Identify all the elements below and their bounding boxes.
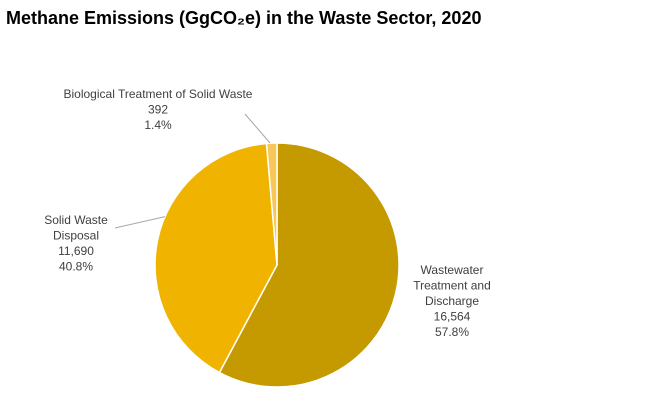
leader-line [244, 113, 271, 144]
slice-category-label: Wastewater [421, 263, 484, 277]
chart-title: Methane Emissions (GgCO₂e) in the Waste … [6, 8, 482, 28]
slice-value-label: 392 [148, 103, 168, 117]
slice-category-label: Disposal [53, 229, 99, 243]
slice-category-label: Biological Treatment of Solid Waste [64, 87, 253, 101]
leader-line [114, 216, 166, 229]
pie-slice [265, 142, 278, 266]
pie-slice [154, 142, 278, 374]
slice-value-label: 16,564 [434, 310, 471, 324]
slice-label: Biological Treatment of Solid Waste 392 1.… [64, 87, 253, 132]
slice-category-label: Treatment and [413, 279, 491, 293]
slice-category-label: Solid Waste [44, 213, 108, 227]
slice-value-label: 11,690 [58, 244, 94, 258]
slice-percent-label: 40.8% [59, 260, 93, 274]
slice-category-label: Discharge [425, 294, 479, 308]
pie-slice [218, 142, 400, 388]
slice-percent-label: 57.8% [435, 325, 469, 339]
slice-percent-label: 1.4% [144, 118, 172, 132]
slice-label: Wastewater Treatment and Discharge 16,564 57… [413, 263, 491, 339]
slice-label: Solid Waste Disposal 11,690 40.8% [44, 213, 108, 274]
